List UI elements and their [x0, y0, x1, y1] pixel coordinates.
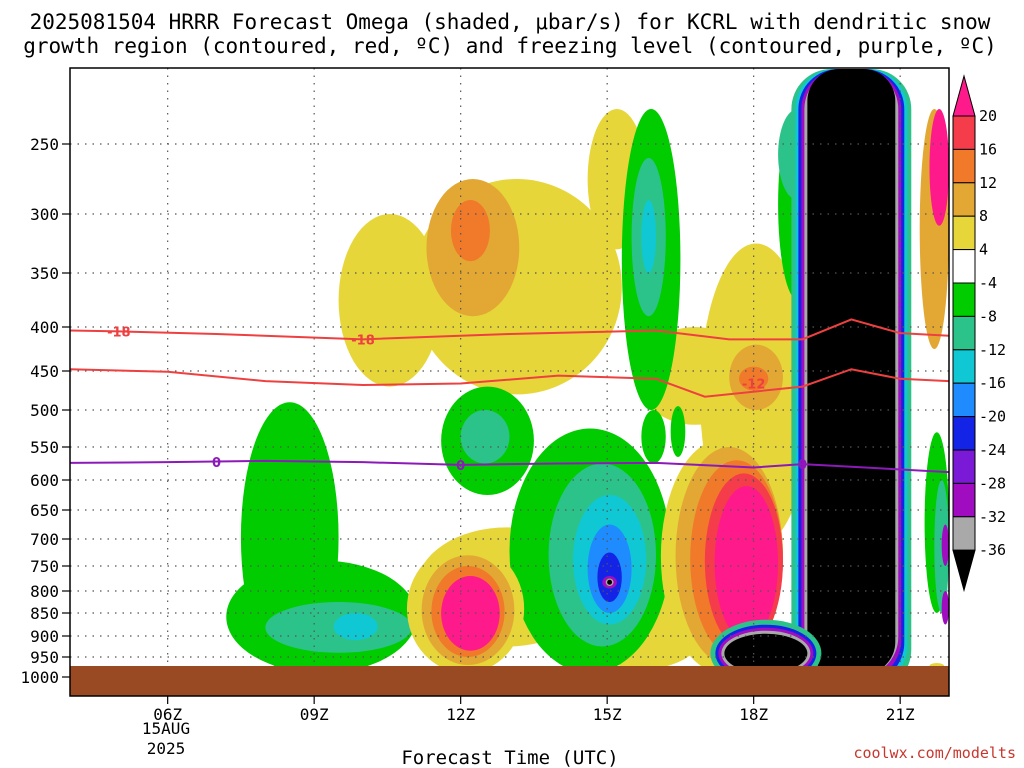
colorbar-label--16: -16	[979, 374, 1006, 392]
colorbar-swatch-1	[952, 115, 976, 150]
colorbar-label-4: 4	[979, 241, 988, 259]
chart-title-line1: 2025081504 HRRR Forecast Omega (shaded, …	[30, 10, 991, 34]
omega-region-50	[441, 576, 500, 651]
contour-label-0-0: 0	[212, 456, 221, 471]
colorbar-label--8: -8	[979, 307, 997, 325]
colorbar-label--36: -36	[979, 541, 1006, 559]
colorbar-label--20: -20	[979, 408, 1006, 426]
omega-region-37	[941, 591, 949, 625]
y-tick-label-350: 350	[30, 264, 59, 283]
colorbar-swatch-5	[952, 249, 976, 284]
x-tick-label-12Z: 12Z	[446, 705, 475, 724]
x-tick-label-21Z: 21Z	[886, 705, 915, 724]
omega-region-36	[941, 524, 949, 566]
colorbar-label--28: -28	[979, 474, 1006, 492]
colorbar-label-16: 16	[979, 140, 997, 158]
colorbar-top-arrow	[952, 74, 976, 117]
omega-region-25	[607, 579, 613, 585]
y-tick-label-450: 450	[30, 362, 59, 381]
omega-region-0	[338, 213, 442, 387]
colorbar-bottom-arrow	[952, 549, 976, 593]
colorbar-label--12: -12	[979, 341, 1006, 359]
x-axis: 06Z 09Z 12Z 15Z 18Z 21Z	[153, 696, 915, 724]
x-tick-label-06Z: 06Z	[153, 705, 182, 724]
colorbar-swatch-10	[952, 416, 976, 451]
y-tick-label-400: 400	[30, 318, 59, 337]
omega-region-28	[641, 200, 656, 273]
colorbar-label-20: 20	[979, 107, 997, 125]
chart-title-line2: growth region (contoured, red, ºC) and f…	[23, 34, 997, 58]
colorbar-swatch-9	[952, 382, 976, 418]
omega-shading	[226, 69, 949, 666]
credit-text: coolwx.com/modelts	[853, 744, 1016, 762]
y-tick-label-700: 700	[30, 530, 59, 549]
colorbar-swatch-4	[952, 215, 976, 251]
colorbar-label-8: 8	[979, 207, 988, 225]
colorbar: 20 16 12 8 4 -4 -8 -12 -16 -20 -24 -28 -32 -36	[952, 74, 1006, 593]
colorbar-label-12: 12	[979, 174, 997, 192]
ground-surface	[70, 666, 949, 696]
plot-frame	[69, 67, 950, 697]
contour-0	[70, 459, 949, 474]
y-axis: 250 300 350 400 450 500 550 600 650 700 750 800 850 9…	[20, 135, 70, 687]
omega-region-29	[641, 410, 666, 464]
colorbar-swatch-11	[952, 449, 976, 484]
y-tick-label-550: 550	[30, 438, 59, 457]
core-black	[807, 69, 896, 666]
colorbar-label--24: -24	[979, 441, 1006, 459]
y-tick-label-250: 250	[30, 135, 59, 154]
x-tick-label-15Z: 15Z	[593, 705, 622, 724]
omega-region-46	[714, 485, 779, 641]
contour-lines: -18 -18 -12 0 0 0	[70, 318, 949, 474]
x-tick-label-18Z: 18Z	[739, 705, 768, 724]
y-tick-label-500: 500	[30, 401, 59, 420]
colorbar-swatch-8	[952, 349, 976, 384]
omega-region-3	[450, 200, 490, 262]
omega-region-39	[929, 108, 949, 226]
contour--12	[70, 368, 949, 398]
y-tick-label-800: 800	[30, 582, 59, 601]
contour-label-0-1: 0	[456, 459, 465, 474]
x-tick-label-09Z: 09Z	[300, 705, 329, 724]
y-tick-label-950: 950	[30, 648, 59, 667]
x-date-label-day: 15AUG	[142, 719, 190, 738]
y-tick-label-850: 850	[30, 604, 59, 623]
colorbar-label--4: -4	[979, 274, 997, 292]
y-tick-label-600: 600	[30, 471, 59, 490]
omega-region-11	[739, 366, 769, 391]
x-axis-label: Forecast Time (UTC)	[401, 747, 618, 768]
colorbar-swatch-13	[952, 516, 976, 551]
x-date-label-year: 2025	[147, 739, 186, 758]
omega-region-35	[934, 480, 949, 613]
y-tick-label-750: 750	[30, 557, 59, 576]
colorbar-swatch-3	[952, 182, 976, 217]
colorbar-label--32: -32	[979, 508, 1006, 526]
contour-label--12-0: -12	[742, 377, 766, 392]
contour-label-0-2: 0	[798, 458, 807, 473]
lower-black	[724, 633, 808, 666]
omega-region-41	[929, 663, 945, 666]
contour-label--18-1: -18	[351, 333, 375, 348]
omega-region-30	[670, 406, 686, 457]
colorbar-swatch-2	[952, 148, 976, 184]
omega-region-15	[333, 613, 378, 641]
colorbar-swatch-7	[952, 315, 976, 351]
omega-region-17	[460, 410, 510, 464]
y-tick-label-900: 900	[30, 627, 59, 646]
y-tick-label-1000: 1000	[20, 668, 59, 687]
y-tick-label-650: 650	[30, 501, 59, 520]
y-tick-label-300: 300	[30, 205, 59, 224]
colorbar-swatch-6	[952, 282, 976, 317]
contour--18	[70, 318, 949, 341]
contour-label--18-0: -18	[107, 325, 131, 340]
colorbar-swatch-12	[952, 482, 976, 518]
